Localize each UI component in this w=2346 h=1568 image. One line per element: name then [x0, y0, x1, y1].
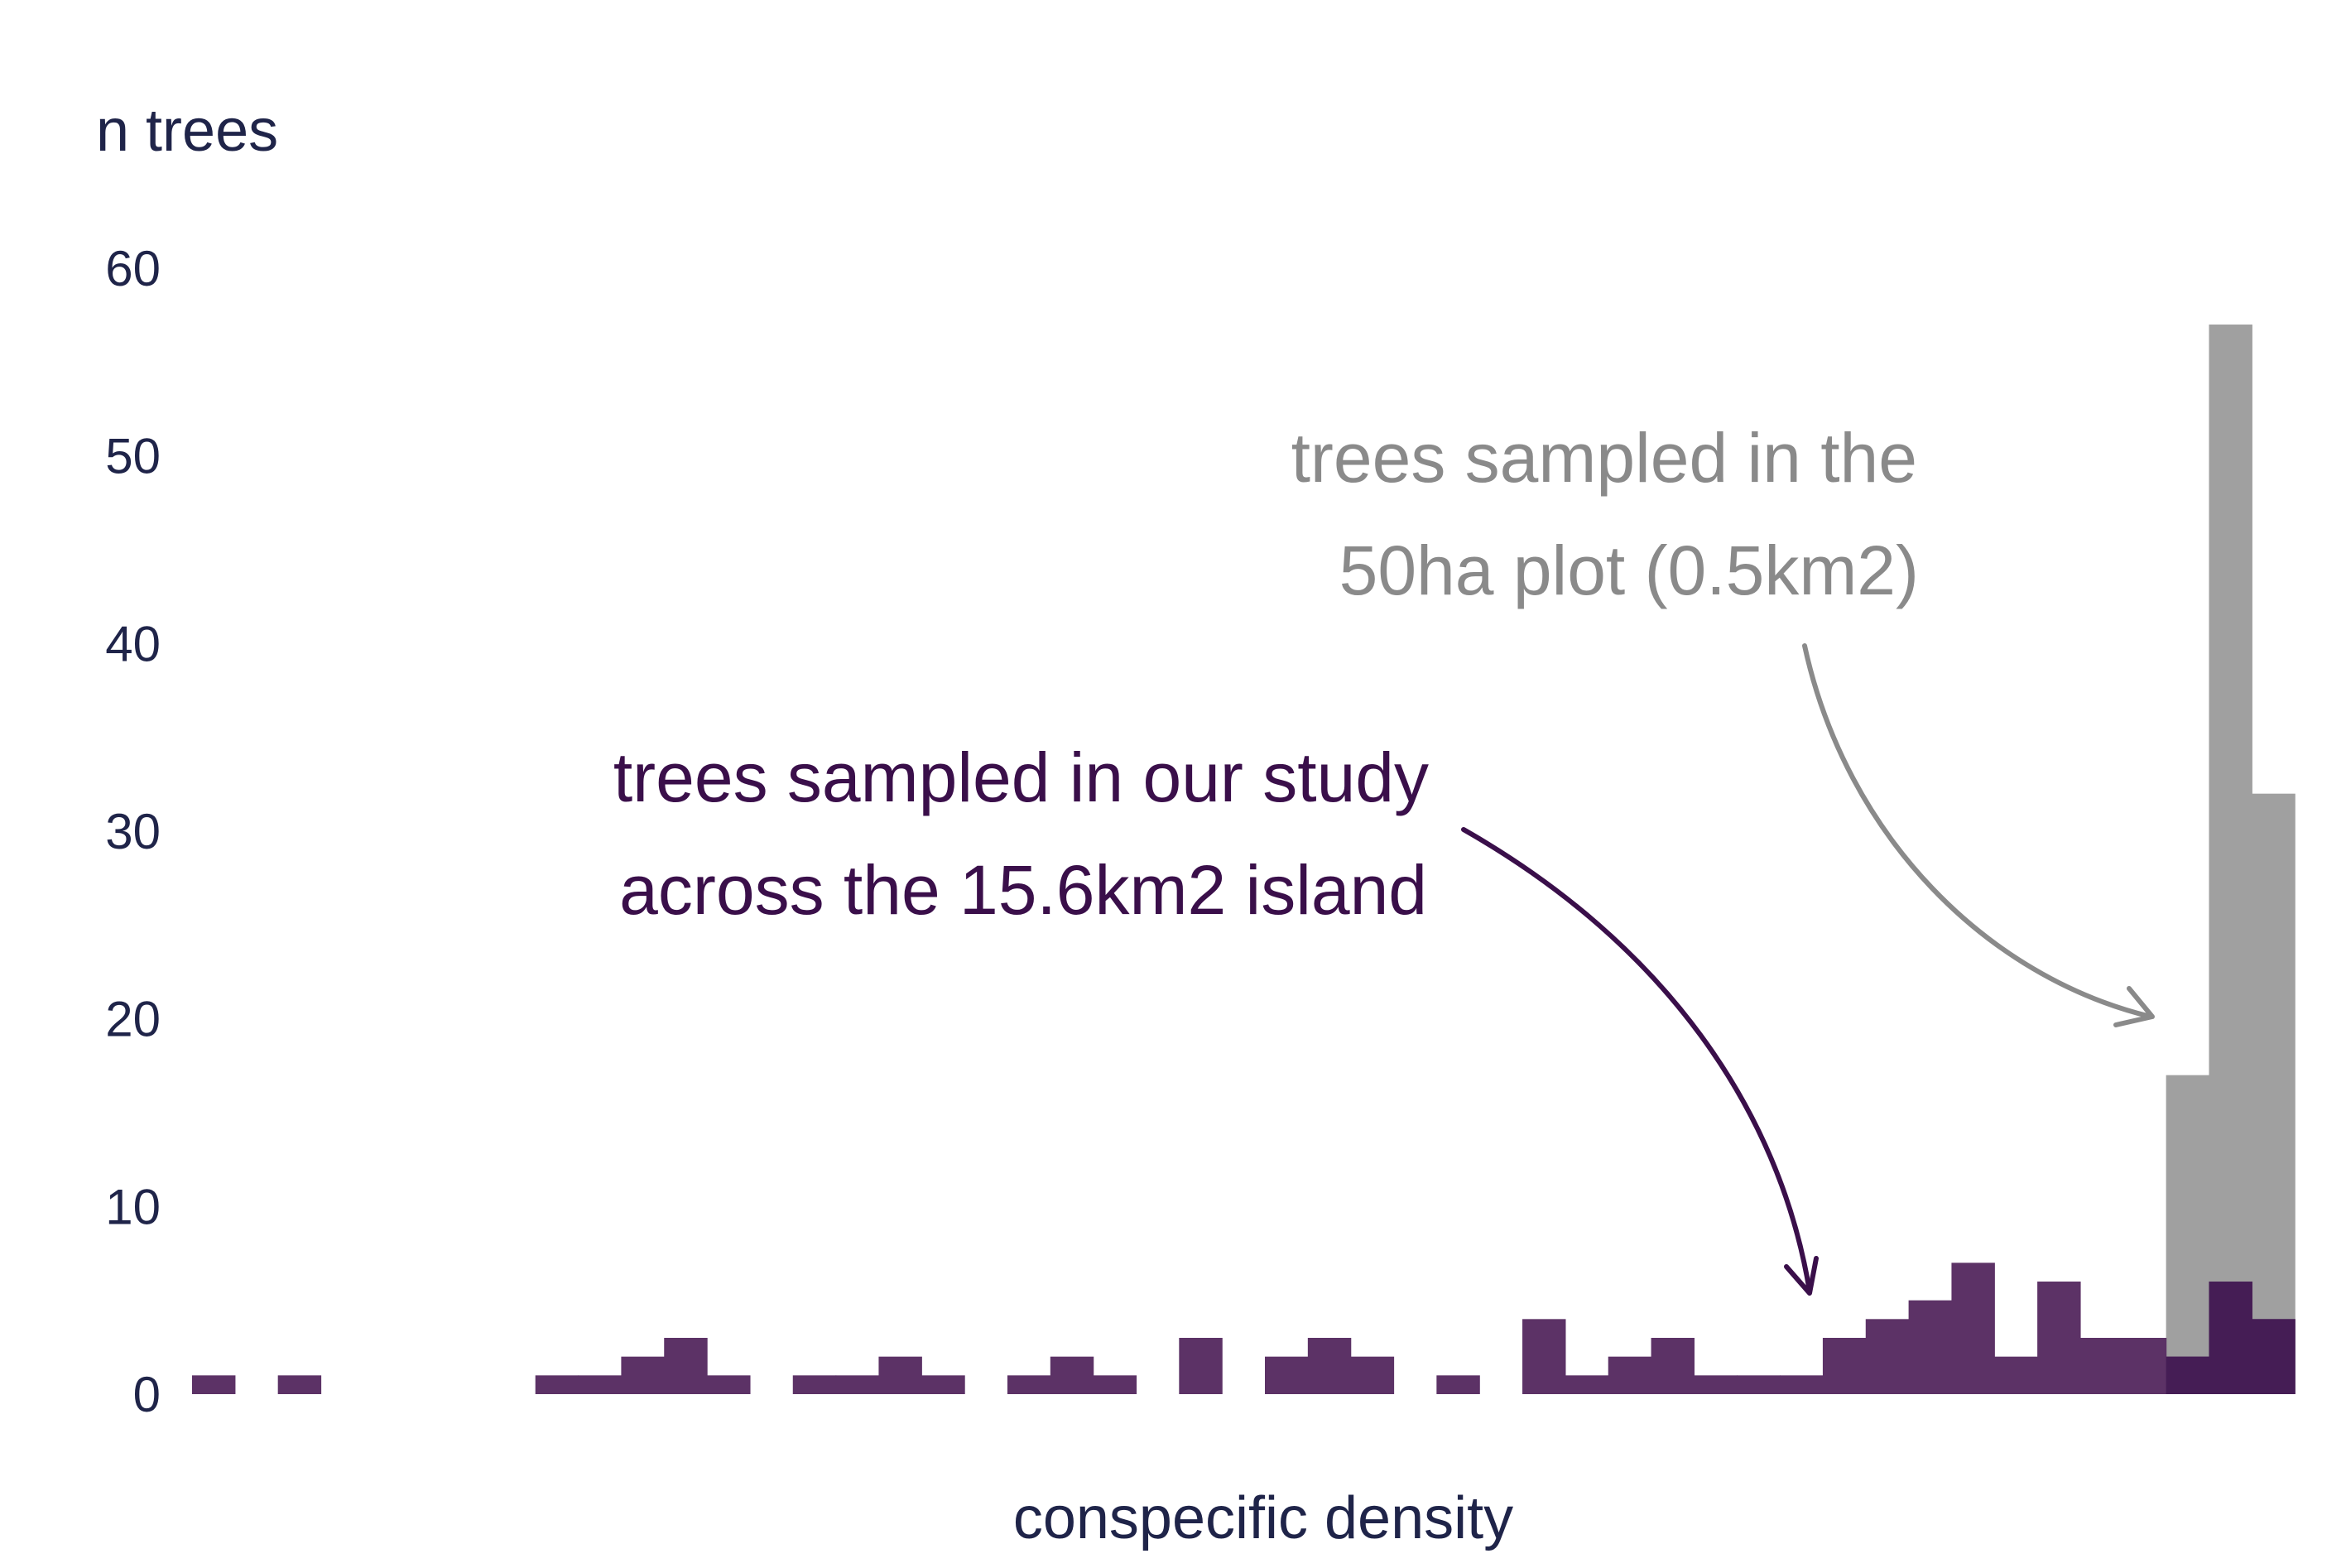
study-bar	[835, 1375, 880, 1394]
study-bar	[1007, 1375, 1051, 1394]
study-arrow-head	[1784, 1256, 1819, 1296]
y-tick-label: 10	[105, 1179, 161, 1234]
study-bar	[1951, 1263, 1995, 1394]
plot-annotation-line-2: 50ha plot (0.5km2)	[1339, 531, 1919, 609]
study-bar	[1522, 1319, 1566, 1394]
study-bar	[535, 1375, 579, 1394]
y-tick-label: 50	[105, 429, 161, 484]
overlap-bar	[2252, 1319, 2296, 1394]
y-tick-label: 40	[105, 616, 161, 671]
plot-bar	[2252, 793, 2296, 1394]
study-bar	[277, 1375, 322, 1394]
plot-bar	[2209, 325, 2252, 1394]
study-bar	[1651, 1338, 1695, 1394]
plot-annotation-line-1: trees sampled in the	[1291, 419, 1917, 497]
overlap-bars	[2166, 1282, 2296, 1394]
study-bar	[1694, 1375, 1738, 1394]
study-bar	[1436, 1375, 1480, 1394]
study-bar	[792, 1375, 837, 1394]
study-bar	[1307, 1338, 1352, 1394]
study-bar	[1865, 1319, 1910, 1394]
study-bar	[1093, 1375, 1137, 1394]
study-bar	[1994, 1356, 2038, 1394]
study-bar	[1608, 1356, 1652, 1394]
study-annotation-line-1: trees sampled in our study	[613, 738, 1429, 816]
x-axis-title: conspecific density	[1013, 1485, 1513, 1551]
overlap-bar	[2209, 1282, 2252, 1394]
study-series-bars	[192, 1263, 2296, 1394]
y-tick-label: 30	[105, 804, 161, 859]
study-bar	[1565, 1375, 1609, 1394]
plot-arrow-head	[2113, 986, 2155, 1027]
study-bar	[1265, 1356, 1309, 1394]
overlap-bar	[2166, 1356, 2210, 1394]
study-bar	[1822, 1338, 1867, 1394]
y-tick-label: 20	[105, 992, 161, 1047]
study-bar	[621, 1356, 665, 1394]
study-bar	[707, 1375, 751, 1394]
plot-annotation-arrow	[1802, 643, 2153, 1019]
study-bar	[1179, 1338, 1223, 1394]
y-tick-label: 60	[105, 241, 161, 296]
plot-series-bars	[2166, 325, 2296, 1394]
study-bar	[1737, 1375, 1781, 1394]
study-bar	[2079, 1338, 2124, 1394]
study-annotation-arrow	[1461, 827, 1812, 1294]
study-bar	[1350, 1356, 1395, 1394]
plot-bar	[2166, 1075, 2210, 1394]
study-bar	[1908, 1300, 1953, 1394]
study-bar	[664, 1338, 708, 1394]
study-bar	[921, 1375, 965, 1394]
y-tick-label: 0	[133, 1367, 161, 1422]
study-bar	[2037, 1282, 2081, 1394]
study-bar	[1050, 1356, 1094, 1394]
study-bar	[2122, 1338, 2167, 1394]
study-bar	[192, 1375, 236, 1394]
study-bar	[1780, 1375, 1824, 1394]
y-axis-ticks: 0 10 20 30 40 50 60	[105, 241, 161, 1422]
study-bar	[878, 1356, 922, 1394]
study-annotation-line-2: across the 15.6km2 island	[619, 851, 1427, 929]
y-axis-title: n trees	[96, 98, 278, 164]
study-bar	[578, 1375, 622, 1394]
